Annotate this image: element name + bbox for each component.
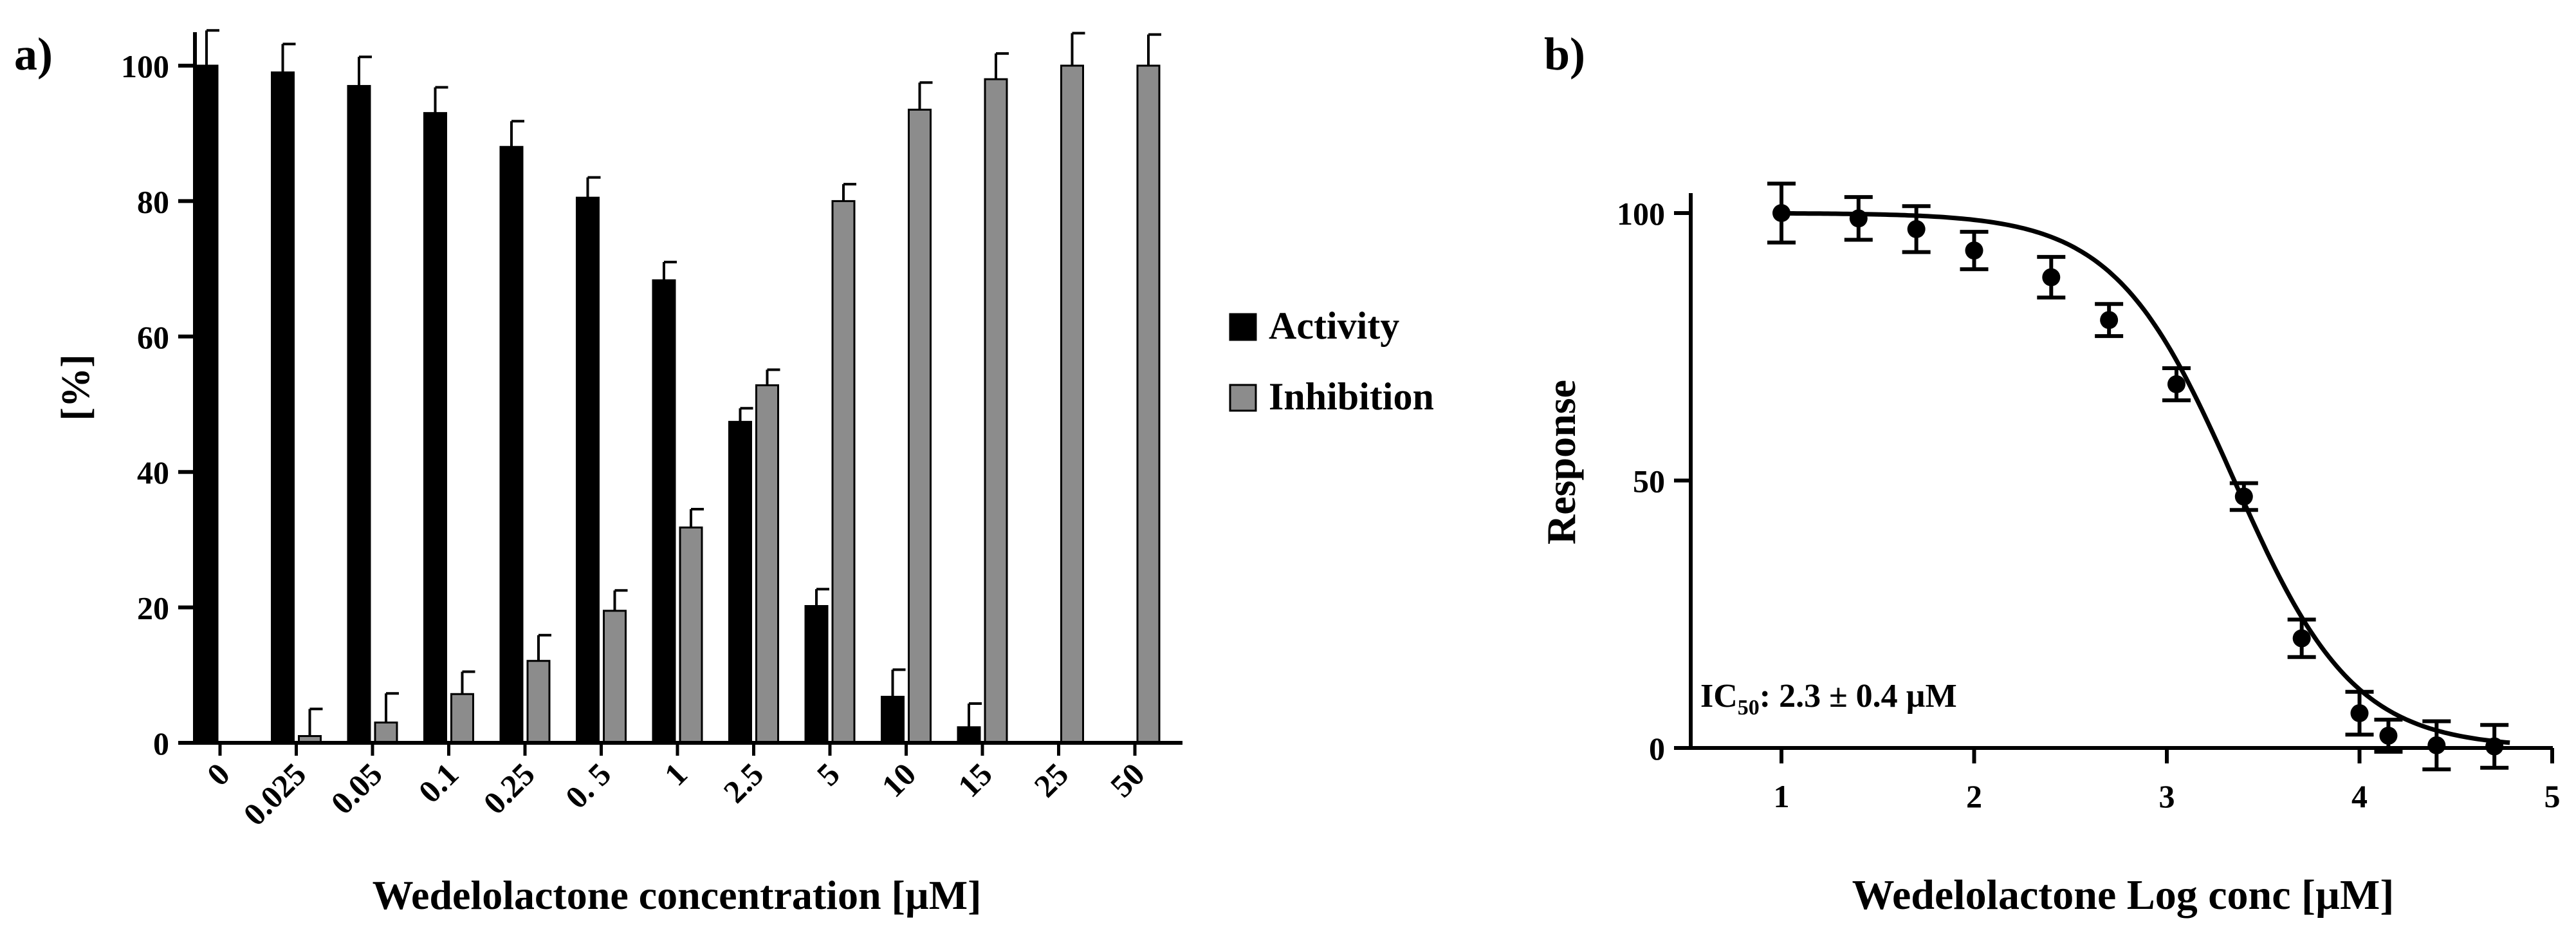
panel-a-x-label: Wedelolactone concentration [µM]: [373, 872, 982, 918]
y-tick-label: 80: [137, 183, 169, 219]
panel-b-x-ticks: 1 2 3 4 5: [1774, 748, 2561, 814]
x-tick-label: 5: [2544, 778, 2561, 814]
legend-swatch-activity: [1229, 313, 1257, 341]
data-point: [2292, 629, 2311, 648]
inhibition-bar: [450, 693, 474, 744]
data-point: [2427, 736, 2446, 754]
data-point: [2100, 311, 2119, 330]
activity-bar: [347, 85, 371, 744]
activity-bar: [652, 279, 676, 744]
inhibition-bar: [603, 610, 627, 744]
y-tick-label: 60: [137, 319, 169, 355]
y-tick-label: 20: [137, 590, 169, 626]
activity-bar: [804, 604, 829, 744]
x-tick-label: 25: [1027, 756, 1075, 804]
inhibition-bar: [984, 78, 1008, 744]
activity-bar: [576, 196, 600, 744]
panel-a-bars: [194, 64, 1161, 744]
activity-bar: [194, 64, 219, 744]
data-point: [1772, 204, 1790, 222]
panel-b-y-label: Response: [1538, 380, 1584, 545]
data-point: [1965, 241, 1983, 260]
panel-a-y-label: [%]: [54, 354, 98, 420]
ic50-subscript: 50: [1738, 696, 1760, 720]
x-tick-label: 10: [874, 756, 923, 804]
x-tick-label: 5: [810, 756, 847, 792]
activity-bar: [423, 112, 447, 744]
legend-swatch-inhibition: [1229, 384, 1257, 412]
activity-bar: [957, 726, 981, 744]
ic50-prefix: IC: [1700, 678, 1738, 715]
inhibition-bar: [679, 526, 703, 744]
data-point: [2042, 268, 2061, 286]
x-tick-label: 2.5: [716, 756, 770, 810]
x-tick-label: 4: [2351, 778, 2368, 814]
activity-bar: [728, 420, 752, 744]
x-tick-label: 1: [658, 756, 694, 792]
inhibition-bar: [1060, 64, 1084, 744]
x-tick-label: 15: [951, 756, 999, 804]
data-point: [1907, 219, 1926, 238]
y-tick-label: 100: [121, 48, 169, 84]
data-point: [2167, 375, 2185, 393]
x-tick-label: 0: [200, 756, 237, 792]
legend-label-activity: Activity: [1269, 304, 1399, 347]
x-tick-label: 3: [2159, 778, 2175, 814]
y-tick-label: 0: [153, 725, 169, 761]
panel-b-y-ticks: 0 50 100: [1617, 196, 1691, 767]
panel-a-error-bars: [205, 29, 1161, 736]
inhibition-bar: [374, 721, 398, 744]
y-tick-label: 100: [1617, 196, 1665, 232]
panel-a-y-ticks: 0 20 40 60 80 100: [121, 48, 195, 761]
ic50-value: : 2.3 ± 0.4 µM: [1760, 678, 1957, 715]
panel-a-x-ticks: 0 0.025 0.05 0.1 0.25 0. 5 1 2.5 5 10 15 25 50: [200, 743, 1152, 832]
panel-a-legend: Activity Inhibition: [1229, 304, 1434, 418]
inhibition-bar: [831, 200, 856, 744]
inhibition-bar: [1136, 64, 1161, 744]
data-point: [2234, 487, 2253, 506]
panel-b-dose-response: b) 0 50 100 1 2 3 4 5 Response Wedelolactone L…: [1538, 28, 2561, 919]
panel-b-fit-curve: [1781, 210, 2510, 745]
panel-b-label: b): [1544, 28, 1585, 80]
data-point: [1849, 209, 1868, 228]
x-tick-label: 1: [1774, 778, 1790, 814]
inhibition-bar: [526, 660, 551, 744]
data-point: [2379, 726, 2398, 745]
activity-bar: [499, 145, 524, 744]
panel-a-label: a): [14, 28, 53, 80]
x-tick-label: 0. 5: [558, 756, 618, 816]
x-tick-label: 50: [1103, 756, 1152, 804]
legend-label-inhibition: Inhibition: [1269, 375, 1434, 418]
ic50-annotation: IC50: 2.3 ± 0.4 µM: [1700, 678, 1957, 720]
panel-b-x-label: Wedelolactone Log conc [µM]: [1852, 872, 2395, 919]
x-tick-label: 0.25: [476, 756, 541, 821]
y-tick-label: 50: [1633, 463, 1665, 500]
y-tick-label: 40: [137, 454, 169, 490]
x-tick-label: 0.1: [411, 756, 465, 810]
x-tick-label: 0.025: [236, 756, 313, 832]
x-tick-label: 0.05: [324, 756, 389, 821]
data-point: [2350, 704, 2369, 722]
inhibition-bar: [908, 108, 932, 744]
activity-bar: [271, 71, 295, 744]
activity-bar: [881, 695, 905, 744]
x-tick-label: 2: [1966, 778, 1982, 814]
y-tick-label: 0: [1649, 731, 1665, 767]
inhibition-bar: [755, 384, 779, 744]
